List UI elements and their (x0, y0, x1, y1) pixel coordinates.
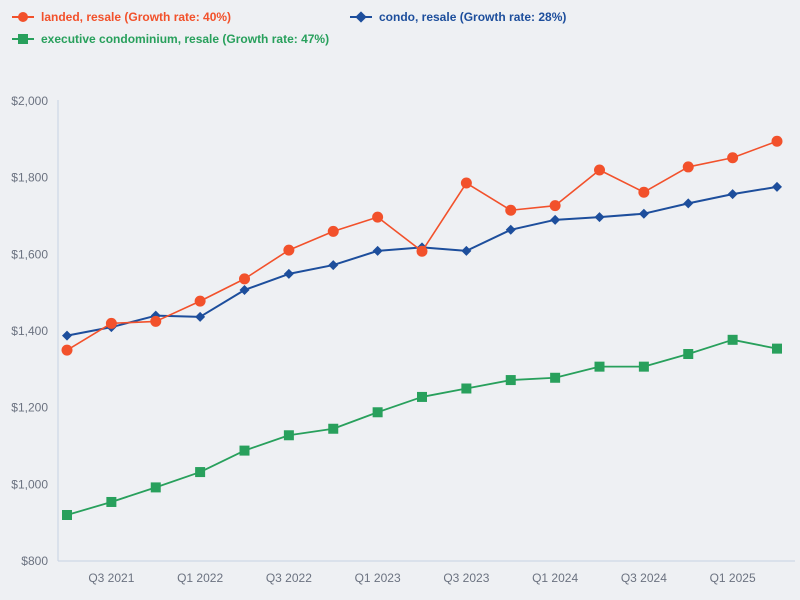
x-tick-label: Q3 2024 (621, 571, 667, 585)
legend-label-condo-resale: condo, resale (Growth rate: 28%) (379, 10, 567, 24)
legend-item-condo-resale[interactable]: condo, resale (Growth rate: 28%) (350, 10, 566, 24)
data-point-condo-Q1-2024 (550, 214, 561, 225)
data-point-executive-condominium-Q1-2023 (372, 407, 383, 418)
data-point-executive-condominium-Q1-2025 (727, 334, 738, 345)
data-point-executive-condominium-Q1-2022 (195, 467, 206, 478)
data-point-landed-Q2-2022 (239, 273, 250, 285)
data-point-condo-Q4-2023 (505, 224, 516, 235)
data-point-condo-Q3-2024 (638, 208, 649, 219)
data-point-executive-condominium-Q3-2024 (638, 361, 649, 372)
data-point-landed-Q3-2021 (105, 317, 117, 329)
legend-item-landed-resale[interactable]: landed, resale (Growth rate: 40%) (12, 10, 231, 24)
data-point-landed-Q3-2023 (460, 177, 472, 189)
data-point-executive-condominium-Q3-2022 (283, 430, 294, 441)
data-point-condo-Q4-2022 (328, 260, 339, 271)
data-point-executive-condominium-Q4-2023 (505, 375, 516, 386)
data-point-landed-Q1-2023 (372, 211, 384, 223)
square-marker-icon (12, 33, 34, 45)
x-tick-label: Q3 2022 (266, 571, 312, 585)
x-tick-label: Q3 2021 (88, 571, 134, 585)
data-point-executive-condominium-Q3-2021 (106, 496, 117, 507)
data-point-landed-Q3-2022 (283, 244, 295, 256)
x-tick-label: Q1 2023 (355, 571, 401, 585)
data-point-executive-condominium-Q4-2022 (328, 423, 339, 434)
data-point-landed-Q4-2023 (505, 204, 517, 216)
data-point-condo-Q4-2024 (683, 198, 694, 209)
diamond-marker-icon (350, 11, 372, 23)
data-point-executive-condominium-Q2-2025 (772, 343, 782, 354)
data-point-executive-condominium-Q2-2021 (62, 510, 72, 520)
x-tick-label: Q3 2023 (443, 571, 489, 585)
y-tick-label: $1,200 (11, 401, 48, 415)
data-point-landed-Q2-2025 (771, 135, 783, 147)
y-tick-label: $1,800 (11, 171, 48, 185)
data-point-executive-condominium-Q3-2023 (461, 383, 472, 394)
data-point-executive-condominium-Q1-2024 (550, 372, 561, 383)
data-point-landed-Q1-2025 (727, 152, 739, 164)
x-tick-label: Q1 2024 (532, 571, 578, 585)
data-point-condo-Q2-2024 (594, 212, 605, 223)
data-point-executive-condominium-Q2-2022 (239, 445, 250, 456)
data-point-executive-condominium-Q4-2024 (683, 349, 694, 359)
data-point-executive-condominium-Q4-2021 (150, 482, 161, 493)
x-tick-label: Q1 2025 (710, 571, 756, 585)
data-point-landed-Q1-2024 (549, 200, 561, 212)
data-point-condo-Q1-2022 (195, 311, 206, 322)
y-tick-label: $1,000 (11, 477, 48, 491)
data-point-condo-Q2-2025 (772, 181, 782, 192)
data-point-landed-Q2-2023 (416, 245, 428, 257)
data-point-landed-Q2-2021 (61, 344, 73, 356)
data-point-executive-condominium-Q2-2023 (417, 391, 427, 402)
circle-marker-icon (12, 11, 34, 23)
legend-label-executive-condominium-resale: executive condominium, resale (Growth ra… (41, 32, 330, 46)
data-point-landed-Q4-2024 (682, 161, 694, 173)
data-point-landed-Q1-2022 (194, 295, 206, 307)
data-point-landed-Q2-2024 (594, 164, 605, 176)
data-point-condo-Q3-2022 (283, 268, 294, 279)
y-tick-label: $1,400 (11, 324, 48, 338)
y-tick-label: $800 (21, 554, 48, 568)
data-point-landed-Q4-2022 (327, 225, 339, 237)
data-point-landed-Q4-2021 (150, 315, 162, 327)
series-line-square (66, 338, 778, 516)
x-tick-label: Q1 2022 (177, 571, 223, 585)
legend-label-landed-resale: landed, resale (Growth rate: 40%) (41, 10, 232, 24)
data-point-landed-Q3-2024 (638, 186, 650, 198)
data-point-condo-Q1-2023 (372, 245, 383, 256)
legend-item-executive-condominium-resale[interactable]: executive condominium, resale (Growth ra… (12, 32, 329, 46)
data-point-condo-Q1-2025 (727, 189, 738, 200)
y-tick-label: $1,600 (11, 247, 48, 261)
data-point-condo-Q2-2021 (62, 330, 72, 341)
y-tick-label: $2,000 (11, 94, 48, 108)
data-point-condo-Q2-2022 (239, 284, 250, 295)
data-point-executive-condominium-Q2-2024 (594, 361, 605, 372)
data-point-condo-Q3-2023 (461, 245, 472, 256)
